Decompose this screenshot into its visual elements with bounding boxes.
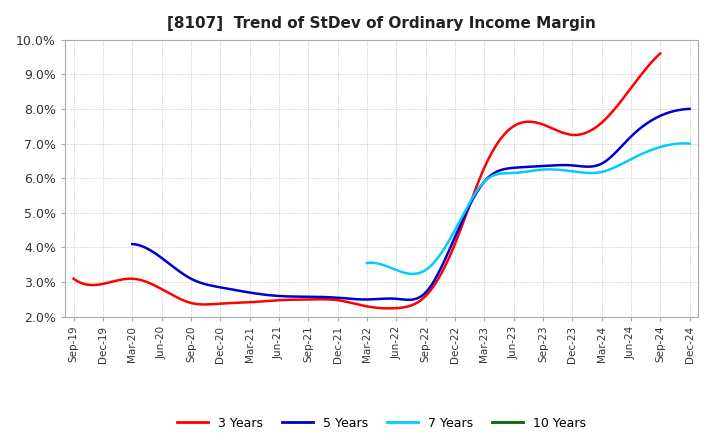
7 Years <box>556 167 564 172</box>
7 Years <box>685 141 694 146</box>
3 Years <box>566 132 575 137</box>
5 Years <box>600 160 608 165</box>
3 Years <box>420 294 429 300</box>
7 Years <box>561 168 570 173</box>
Line: 5 Years: 5 Years <box>132 109 690 300</box>
7 Years <box>554 167 563 172</box>
3 Years <box>385 306 394 311</box>
5 Years <box>404 297 413 302</box>
3 Years <box>69 276 78 281</box>
3 Years <box>71 278 80 283</box>
5 Years <box>462 210 470 216</box>
7 Years <box>364 260 372 266</box>
Title: [8107]  Trend of StDev of Ordinary Income Margin: [8107] Trend of StDev of Ordinary Income… <box>167 16 596 32</box>
3 Years <box>603 115 611 120</box>
5 Years <box>635 126 644 132</box>
Line: 7 Years: 7 Years <box>367 143 690 274</box>
5 Years <box>471 192 480 198</box>
7 Years <box>680 141 688 146</box>
7 Years <box>656 144 665 150</box>
7 Years <box>636 152 644 158</box>
3 Years <box>418 296 427 301</box>
5 Years <box>460 214 469 220</box>
3 Years <box>431 282 439 287</box>
3 Years <box>656 51 665 56</box>
5 Years <box>130 242 138 247</box>
7 Years <box>363 260 372 266</box>
7 Years <box>408 271 417 276</box>
5 Years <box>685 106 694 111</box>
5 Years <box>128 242 137 247</box>
Legend: 3 Years, 5 Years, 7 Years, 10 Years: 3 Years, 5 Years, 7 Years, 10 Years <box>172 412 591 435</box>
Line: 3 Years: 3 Years <box>73 53 660 308</box>
